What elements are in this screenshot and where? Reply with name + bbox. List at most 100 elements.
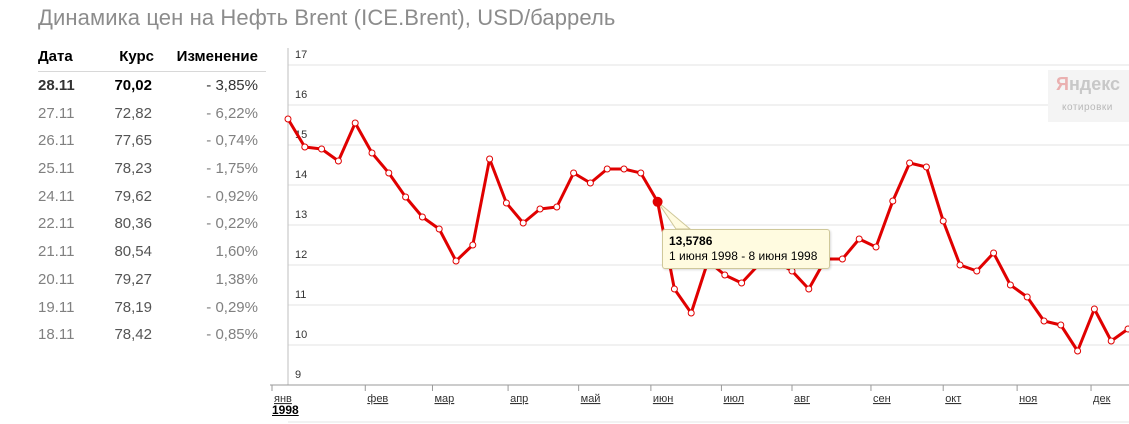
data-point[interactable] — [1090, 305, 1098, 313]
data-point[interactable] — [889, 197, 897, 205]
tooltip-value: 13,5786 — [669, 234, 713, 248]
x-tick-label[interactable]: июл — [723, 393, 744, 405]
row-change: - 0,74% — [206, 132, 258, 150]
row-change: - 1,75% — [206, 160, 258, 178]
x-tick-label[interactable]: ноя — [1019, 393, 1037, 405]
header-date: Дата — [38, 48, 73, 65]
data-point[interactable] — [334, 157, 342, 165]
tooltip-period: 1 июня 1998 - 8 июня 1998 — [669, 249, 818, 263]
row-date: 19.11 — [38, 298, 75, 316]
row-date: 27.11 — [38, 104, 75, 122]
row-change: - 0,29% — [206, 298, 258, 316]
row-change: 1,60% — [215, 243, 258, 261]
x-tick-label[interactable]: мар — [434, 393, 454, 405]
header-change: Изменение — [176, 48, 258, 65]
data-point[interactable] — [838, 255, 846, 263]
x-tick-label[interactable]: апр — [510, 393, 528, 405]
data-point[interactable] — [1040, 317, 1048, 325]
data-point[interactable] — [536, 205, 544, 213]
x-tick-label[interactable]: июн — [653, 393, 673, 405]
data-point[interactable] — [1124, 325, 1129, 333]
data-point[interactable] — [603, 165, 611, 173]
data-point[interactable] — [1074, 347, 1082, 355]
row-change: - 6,22% — [206, 104, 258, 122]
data-point[interactable] — [351, 119, 359, 127]
yandex-watermark: Яндекс котировки — [1048, 70, 1129, 122]
quotes-table: Дата Курс Изменение 28.11 70,02 - 3,85% 27.… — [38, 47, 266, 349]
data-point[interactable] — [990, 249, 998, 257]
row-change: - 0,22% — [206, 215, 258, 233]
data-point[interactable] — [318, 145, 326, 153]
table-row: 18.11 78,42 - 0,85% — [38, 321, 266, 349]
data-point[interactable] — [368, 149, 376, 157]
row-change: - 3,85% — [206, 77, 258, 94]
data-point[interactable] — [906, 159, 914, 167]
chart-tooltip: 13,5786 1 июня 1998 - 8 июня 1998 — [662, 229, 830, 269]
table-row: 19.11 78,19 - 0,29% — [38, 294, 266, 322]
row-change: 1,38% — [215, 270, 258, 288]
data-point[interactable] — [939, 217, 947, 225]
data-point[interactable] — [1057, 321, 1065, 329]
data-point[interactable] — [1006, 281, 1014, 289]
data-point[interactable] — [973, 267, 981, 275]
x-tick-label[interactable]: авг — [794, 393, 810, 405]
row-date: 21.11 — [38, 243, 75, 261]
x-tick-label[interactable]: май — [581, 393, 601, 405]
data-point[interactable] — [452, 257, 460, 265]
data-point[interactable] — [956, 261, 964, 269]
x-tick-label[interactable]: янв — [274, 393, 292, 405]
data-point[interactable] — [435, 225, 443, 233]
data-point[interactable] — [1107, 337, 1115, 345]
data-point[interactable] — [738, 279, 746, 287]
data-point-highlighted[interactable] — [652, 196, 663, 207]
data-point[interactable] — [1023, 293, 1031, 301]
data-point[interactable] — [855, 235, 863, 243]
x-tick-label[interactable]: дек — [1093, 393, 1111, 405]
data-point[interactable] — [553, 203, 561, 211]
page-title: Динамика цен на Нефть Brent (ICE.Brent),… — [38, 5, 616, 30]
data-point[interactable] — [519, 219, 527, 227]
data-point[interactable] — [637, 169, 645, 177]
row-rate: 72,82 — [114, 104, 152, 122]
data-point[interactable] — [922, 163, 930, 171]
header-rate: Курс — [119, 48, 154, 65]
table-row: 26.11 77,65 - 0,74% — [38, 127, 266, 155]
table-row: 20.11 79,27 1,38% — [38, 266, 266, 294]
yandex-logo: Яндекс — [1056, 74, 1121, 94]
table-header: Дата Курс Изменение — [38, 47, 266, 72]
data-point[interactable] — [502, 199, 510, 207]
data-point[interactable] — [620, 165, 628, 173]
row-rate: 80,54 — [114, 243, 152, 261]
data-point[interactable] — [418, 213, 426, 221]
data-point[interactable] — [872, 243, 880, 251]
table-row: 27.11 72,82 - 6,22% — [38, 100, 266, 128]
x-tick-label[interactable]: фев — [367, 393, 388, 405]
row-date: 18.11 — [38, 326, 75, 344]
data-point[interactable] — [284, 115, 292, 123]
row-change: - 0,85% — [206, 326, 258, 344]
y-tick-label: 17 — [295, 49, 307, 61]
y-tick-label: 12 — [295, 249, 307, 261]
x-tick-label[interactable]: окт — [945, 393, 961, 405]
table-row: 24.11 79,62 - 0,92% — [38, 183, 266, 211]
data-point[interactable] — [402, 193, 410, 201]
data-point[interactable] — [469, 241, 477, 249]
data-point[interactable] — [486, 155, 494, 163]
row-rate: 78,42 — [114, 326, 152, 344]
y-tick-label: 9 — [295, 369, 301, 381]
x-tick-label[interactable]: сен — [873, 393, 891, 405]
x-axis-year-label[interactable]: 1998 — [272, 403, 299, 417]
data-point[interactable] — [721, 271, 729, 279]
data-point[interactable] — [301, 143, 309, 151]
data-point[interactable] — [586, 179, 594, 187]
row-rate: 79,27 — [114, 270, 152, 288]
data-point[interactable] — [670, 285, 678, 293]
data-point[interactable] — [805, 285, 813, 293]
table-row: 25.11 78,23 - 1,75% — [38, 155, 266, 183]
data-point[interactable] — [385, 169, 393, 177]
row-change: - 0,92% — [206, 187, 258, 205]
y-tick-label: 16 — [295, 89, 307, 101]
data-point[interactable] — [687, 309, 695, 317]
data-point[interactable] — [570, 169, 578, 177]
